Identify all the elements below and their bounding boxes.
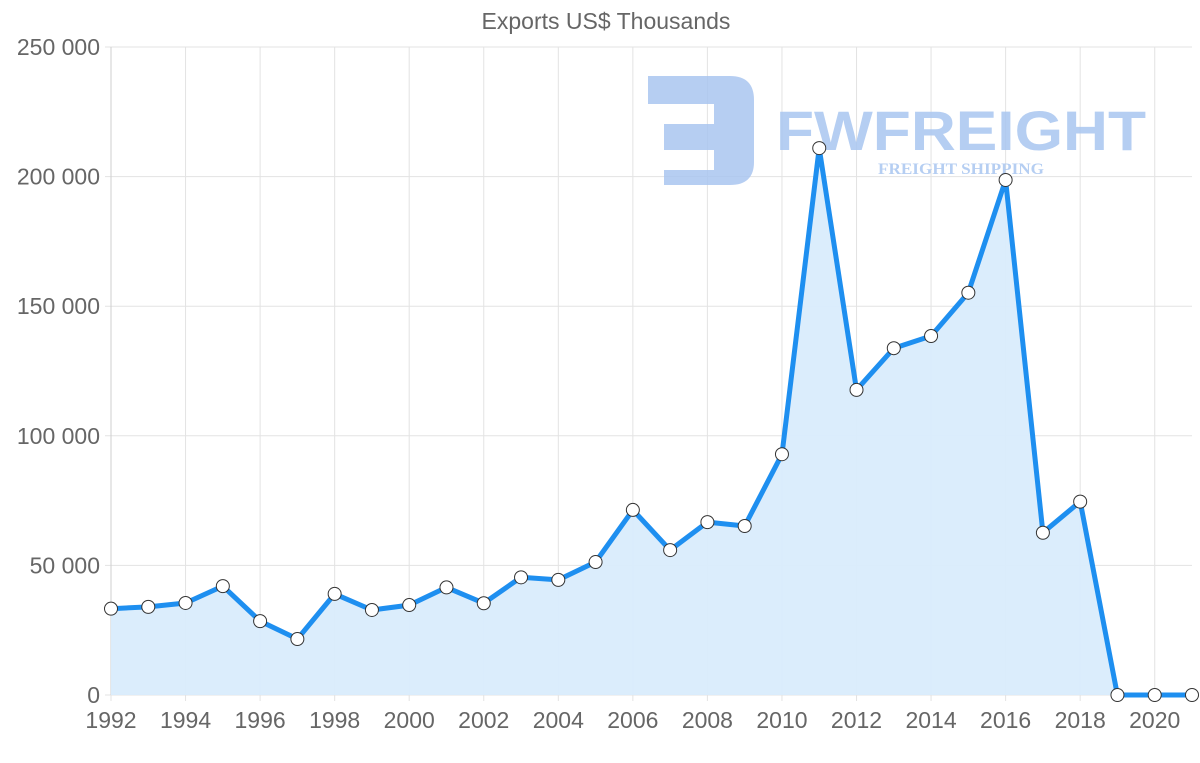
x-tick-label: 1998 (309, 707, 360, 733)
x-tick-label: 2016 (980, 707, 1031, 733)
data-point-marker[interactable] (998, 172, 1013, 187)
chart-title: Exports US$ Thousands (481, 8, 731, 34)
watermark-brand: FWFREIGHT (776, 99, 1146, 162)
x-tick-label: 1994 (160, 707, 211, 733)
data-point-marker[interactable] (924, 329, 939, 344)
watermark-tagline: FREIGHT SHIPPING (878, 161, 1045, 178)
data-point-marker[interactable] (104, 601, 118, 616)
data-point-marker[interactable] (253, 614, 268, 629)
data-point-marker[interactable] (663, 543, 678, 558)
data-point-marker[interactable] (1110, 688, 1125, 702)
x-tick-label: 2000 (384, 707, 435, 733)
data-point-marker[interactable] (737, 519, 752, 534)
y-tick-label: 100 000 (17, 423, 100, 449)
data-point-marker[interactable] (178, 595, 193, 610)
y-tick-label: 50 000 (30, 552, 100, 578)
x-tick-label: 2018 (1055, 707, 1106, 733)
data-point-marker[interactable] (774, 447, 789, 462)
data-point-marker[interactable] (290, 632, 305, 647)
x-tick-label: 2006 (607, 707, 658, 733)
y-tick-label: 150 000 (17, 293, 100, 319)
x-tick-label: 1992 (85, 707, 136, 733)
x-tick-label: 2012 (831, 707, 882, 733)
x-tick-label: 2002 (458, 707, 509, 733)
data-point-marker[interactable] (439, 580, 454, 595)
area-fill (111, 148, 1192, 696)
x-tick-label: 2014 (905, 707, 956, 733)
data-point-marker[interactable] (141, 599, 156, 614)
data-point-marker[interactable] (886, 341, 901, 356)
watermark: FWFREIGHT FREIGHT SHIPPING (648, 76, 1146, 185)
data-point-marker[interactable] (476, 596, 491, 611)
data-point-marker[interactable] (588, 555, 603, 570)
data-point-marker[interactable] (551, 572, 566, 587)
y-tick-label: 250 000 (17, 34, 100, 60)
data-point-marker[interactable] (1185, 688, 1199, 702)
data-markers (104, 141, 1199, 702)
data-point-marker[interactable] (812, 141, 827, 156)
y-tick-label: 200 000 (17, 164, 100, 190)
x-tick-label: 2004 (533, 707, 584, 733)
x-tick-label: 2010 (756, 707, 807, 733)
data-point-marker[interactable] (1147, 688, 1162, 702)
data-point-marker[interactable] (849, 382, 864, 397)
x-tick-label: 2020 (1129, 707, 1180, 733)
data-point-marker[interactable] (327, 586, 342, 601)
data-point-marker[interactable] (364, 602, 379, 617)
y-tick-label: 0 (87, 682, 100, 708)
data-point-marker[interactable] (625, 502, 640, 517)
data-point-marker[interactable] (700, 515, 715, 530)
x-tick-label: 2008 (682, 707, 733, 733)
data-point-marker[interactable] (215, 579, 230, 594)
brand-logo-icon (648, 76, 754, 185)
x-tick-label: 1996 (235, 707, 286, 733)
y-axis-labels: 0 50 000 100 000 150 000 200 000 250 000 (17, 34, 100, 708)
data-point-marker[interactable] (1073, 494, 1088, 509)
data-point-marker[interactable] (514, 570, 529, 585)
data-point-marker[interactable] (1035, 525, 1050, 540)
x-axis-labels: 1992 1994 1996 1998 2000 2002 2004 2006 2008 2010… (85, 707, 1180, 733)
data-point-marker[interactable] (402, 598, 417, 613)
data-point-marker[interactable] (961, 285, 976, 300)
